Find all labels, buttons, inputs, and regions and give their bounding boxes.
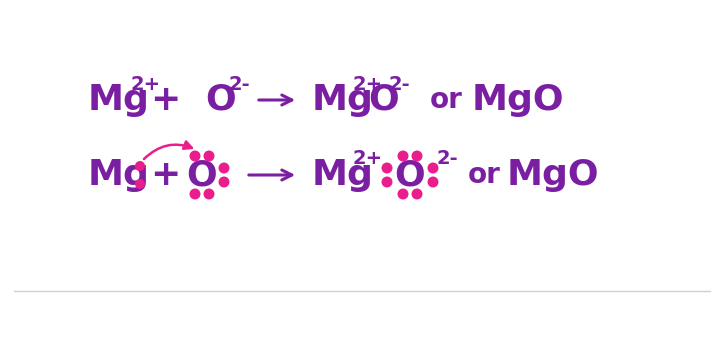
Circle shape [219,177,230,187]
Circle shape [219,163,230,173]
FancyArrowPatch shape [144,141,192,159]
Text: +: + [150,158,180,192]
Text: O: O [368,83,399,117]
Text: Mg: Mg [88,83,150,117]
Text: Mg: Mg [312,83,374,117]
Circle shape [190,188,201,200]
Circle shape [397,188,408,200]
Circle shape [411,188,423,200]
Circle shape [203,188,214,200]
Circle shape [382,177,392,187]
Circle shape [203,150,214,162]
Text: O: O [205,83,236,117]
Circle shape [135,161,145,171]
Text: MgO: MgO [472,83,565,117]
Text: 2-: 2- [436,149,458,168]
Text: 2+: 2+ [130,75,160,93]
Circle shape [190,150,201,162]
Circle shape [397,150,408,162]
Circle shape [427,163,439,173]
Text: 2-: 2- [228,75,250,93]
Circle shape [427,177,439,187]
Text: 2+: 2+ [353,75,383,93]
Text: or: or [430,86,463,114]
Text: MgO: MgO [507,158,599,192]
Text: O: O [395,158,426,192]
Text: 2+: 2+ [353,149,383,168]
Text: 2-: 2- [388,75,410,93]
Text: O: O [187,158,217,192]
Circle shape [135,179,145,189]
Text: or: or [468,161,501,189]
Circle shape [411,150,423,162]
Text: Mg: Mg [88,158,150,192]
Text: +: + [150,83,180,117]
Text: Mg: Mg [312,158,374,192]
Circle shape [382,163,392,173]
